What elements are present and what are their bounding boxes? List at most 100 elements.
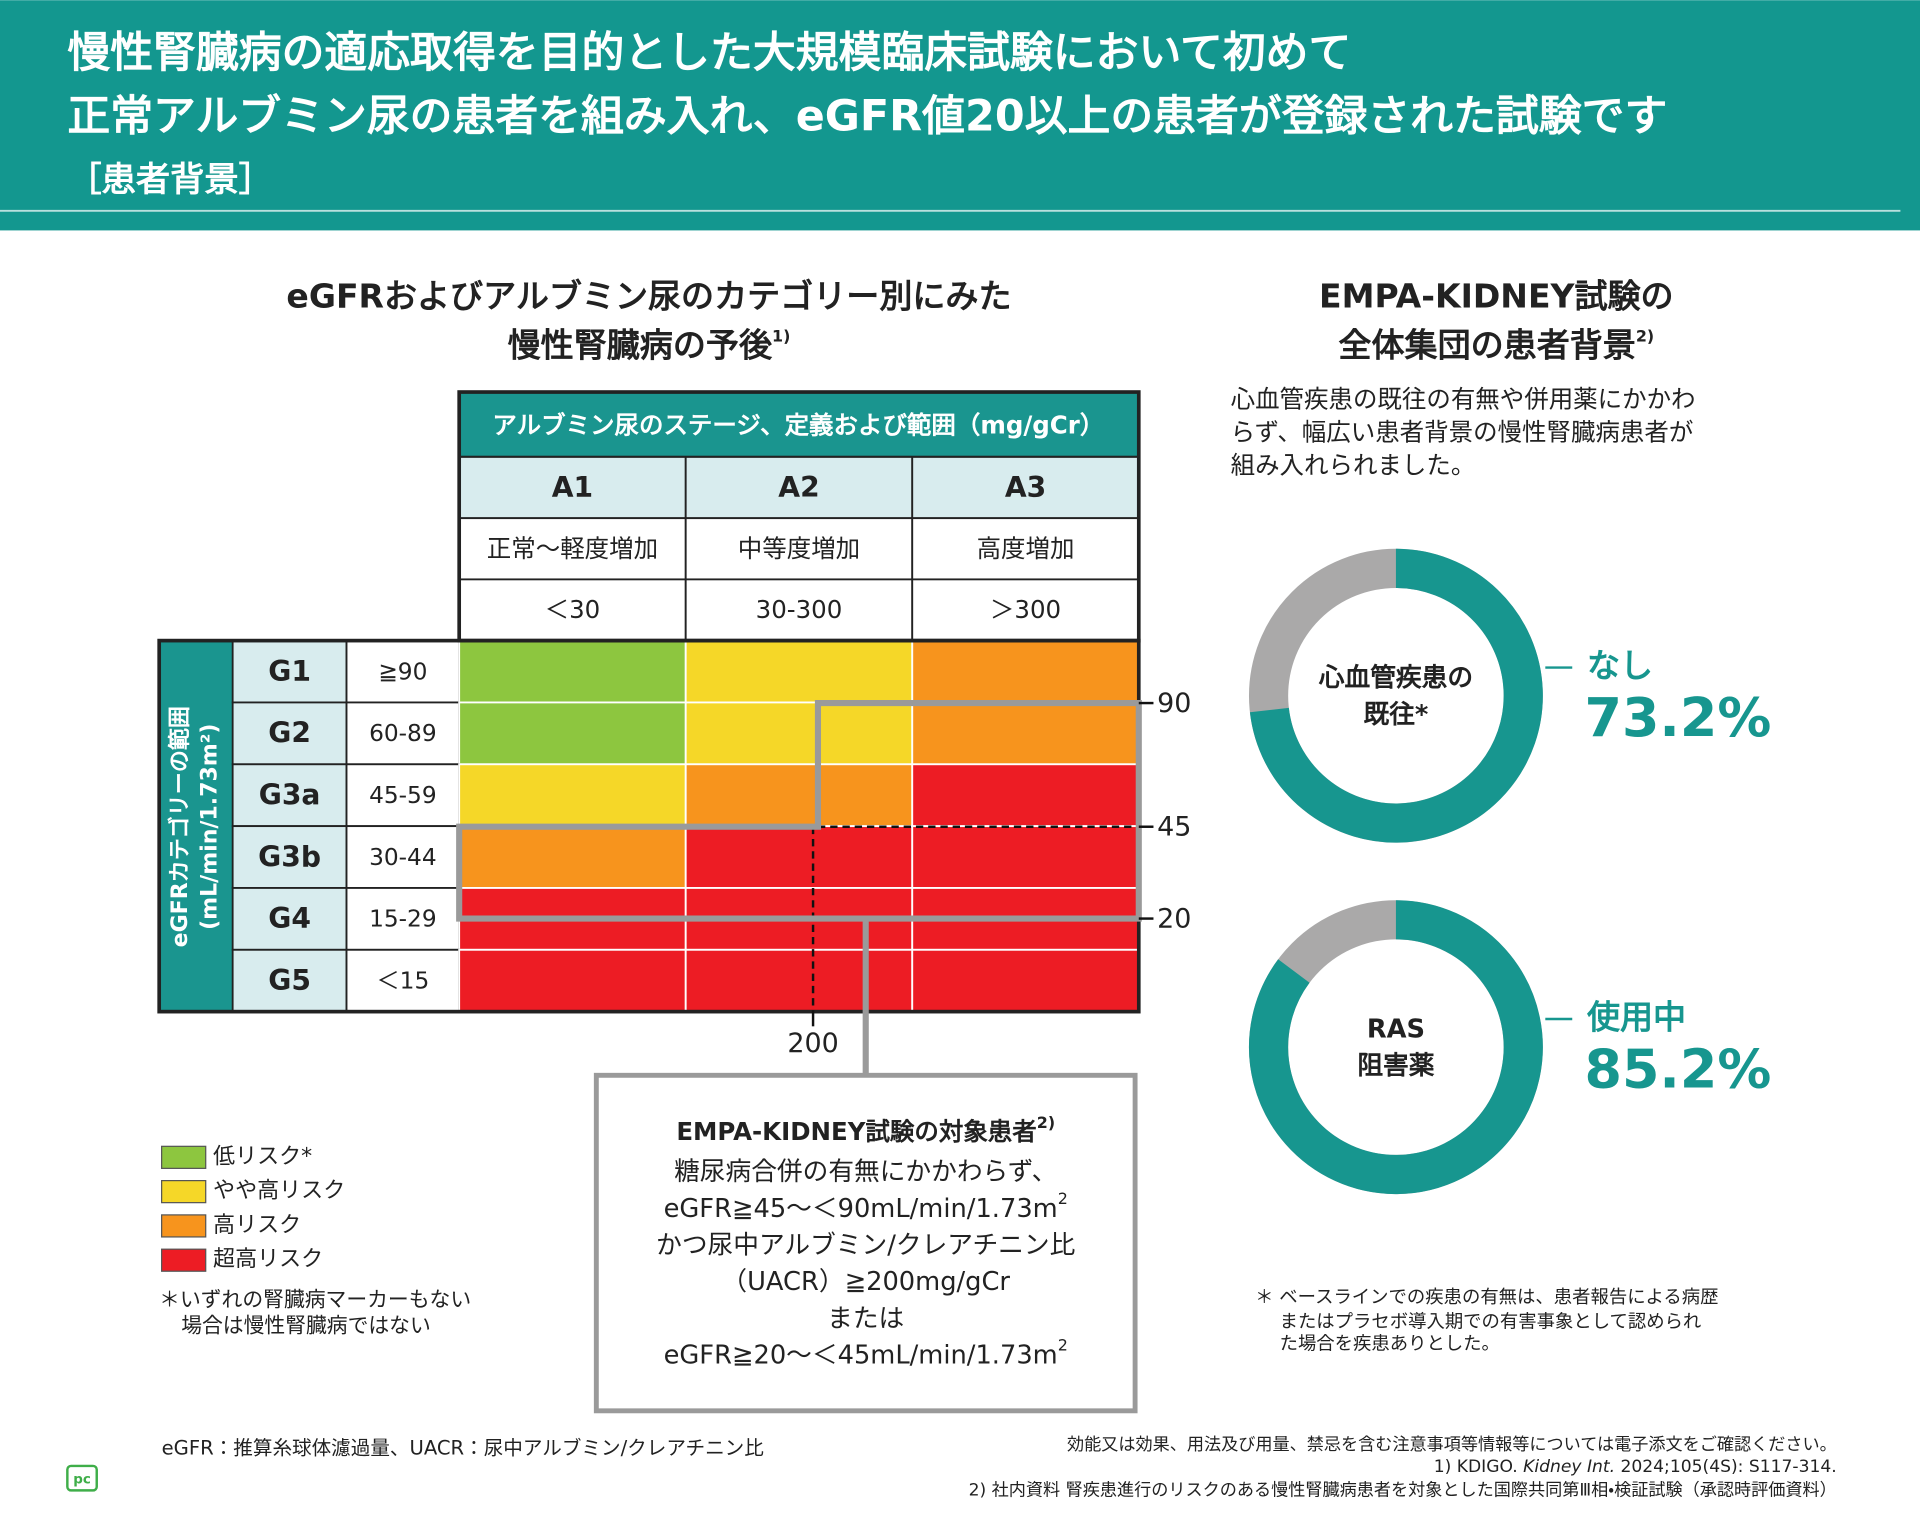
definition-label: 正常～軽度増加	[487, 534, 658, 563]
category-range-cell	[345, 887, 461, 951]
threshold-label: 90	[1157, 688, 1191, 719]
text-part: eGFR≧20～＜45mL/min/1.73m	[664, 1340, 1058, 1370]
risk-cell	[911, 639, 1140, 704]
risk-cell	[684, 639, 914, 704]
superscript: 2	[1058, 1189, 1068, 1208]
section-title: eGFRおよびアルブミン尿のカテゴリー別にみた	[286, 276, 1011, 315]
category-cell	[231, 825, 348, 889]
donut-segment	[1249, 548, 1543, 843]
text-part: かつ尿中アルブミン/クレアチニン比	[656, 1230, 1075, 1260]
donut-value: 73.2%	[1584, 686, 1771, 749]
category-range-cell	[345, 701, 461, 766]
donut-status: 使用中	[1587, 997, 1686, 1036]
target-title: EMPA-KIDNEY試験の対象患者2)	[676, 1113, 1055, 1146]
category-cell	[231, 701, 348, 766]
header-subtitle: ［患者背景］	[67, 160, 273, 200]
category-range-label: 45-59	[369, 782, 437, 809]
category-label: G3b	[258, 840, 321, 873]
section-title: 慢性腎臓病の予後1)	[508, 325, 791, 364]
risk-cell	[458, 763, 687, 828]
legend-swatch	[161, 1214, 207, 1238]
legend-swatch	[161, 1145, 207, 1169]
footnote: ＊ ベースラインでの疾患の有無は、患者報告による病歴	[1255, 1287, 1718, 1308]
risk-cell	[458, 948, 687, 1013]
text-part: Kidney Int.	[1523, 1457, 1615, 1477]
stage-label: A1	[552, 471, 593, 504]
legend-swatch	[161, 1180, 207, 1204]
donut-value: 85.2%	[1584, 1037, 1771, 1100]
legend-label: 高リスク	[213, 1213, 301, 1238]
category-cell	[231, 887, 348, 951]
logo: pc	[73, 1472, 91, 1487]
footnote: またはプラセボ導入期での有害事象として認められ	[1280, 1312, 1702, 1333]
description: 組み入れられました。	[1231, 451, 1476, 480]
risk-cell	[911, 763, 1140, 828]
category-range-label: 30-44	[369, 844, 437, 871]
table-header: アルブミン尿のステージ、定義および範囲（mg/gCr）	[492, 410, 1104, 439]
risk-cell	[684, 948, 914, 1013]
legend-label: 低リスク*	[213, 1144, 312, 1169]
egfr-header-cell	[159, 640, 233, 1012]
legend-swatch	[161, 1248, 207, 1272]
risk-cell	[911, 948, 1140, 1013]
range-label: 30-300	[756, 595, 843, 624]
threshold-label: 20	[1157, 903, 1191, 934]
text-part: 糖尿病合併の有無にかかわらず、	[674, 1157, 1057, 1187]
risk-cell	[684, 763, 914, 828]
definition-label: 中等度増加	[738, 534, 860, 563]
definition-cell	[684, 517, 914, 581]
risk-cell	[684, 701, 914, 766]
definition-cell	[911, 517, 1140, 581]
abbreviations: eGFR：推算糸球体濾過量、UACR：尿中アルブミン/クレアチニン比	[162, 1436, 764, 1459]
reference: 1) KDIGO. Kidney Int. 2024;105(4S): S117…	[1434, 1457, 1837, 1477]
donut-status: なし	[1587, 646, 1653, 685]
text-part: 2024;105(4S): S117-314.	[1615, 1457, 1837, 1477]
description: 心血管疾患の既往の有無や併用薬にかかわ	[1231, 385, 1696, 414]
target-line: または	[827, 1303, 904, 1333]
target-line: eGFR≧20～＜45mL/min/1.73m2	[664, 1336, 1068, 1371]
section-title: EMPA-KIDNEY試験の	[1319, 276, 1674, 315]
category-range-label: 60-89	[369, 720, 437, 747]
text-part: 全体集団の患者背景	[1338, 325, 1635, 364]
range-label: ＜30	[545, 595, 601, 624]
stage-label: A2	[778, 471, 819, 504]
legend-label: 超高リスク	[213, 1247, 323, 1272]
reference-mark: 2)	[1037, 1113, 1055, 1132]
risk-cell	[458, 701, 687, 766]
risk-cell	[684, 825, 914, 889]
range-label: ＞300	[990, 595, 1061, 624]
category-label: G5	[268, 964, 311, 997]
category-cell	[231, 763, 348, 828]
egfr-header-text: eGFRカテゴリーの範囲	[167, 706, 193, 947]
category-range-cell	[345, 763, 461, 828]
table-border	[457, 390, 1141, 643]
stage-label: A3	[1005, 471, 1046, 504]
footnote: た場合を疾患ありとした。	[1280, 1334, 1500, 1355]
reference: 2) 社内資料 腎疾患進行のリスクのある慢性腎臓病患者を対象とした国際共同第Ⅲ相…	[969, 1479, 1837, 1500]
category-range-label: 15-29	[369, 906, 437, 933]
definition-cell	[458, 517, 687, 581]
range-cell	[911, 578, 1140, 642]
text-part: （UACR）≧200mg/gCr	[721, 1267, 1010, 1297]
legend-label: やや高リスク	[213, 1179, 345, 1204]
legend-note: ＊いずれの腎臓病マーカーもない	[159, 1288, 471, 1312]
donut-segment	[1249, 900, 1543, 1195]
text-part: 1) KDIGO.	[1434, 1457, 1523, 1477]
table-header-cell	[457, 390, 1140, 459]
text-part: 慢性腎臓病の予後	[508, 325, 773, 364]
donut-label: 既往*	[1363, 700, 1428, 730]
header-title: 正常アルブミン尿の患者を組み入れ、eGFR値20以上の患者が登録された試験です	[67, 91, 1667, 141]
category-label: G4	[268, 902, 311, 935]
target-line: 糖尿病合併の有無にかかわらず、	[674, 1157, 1057, 1187]
header-title: 慢性腎臓病の適応取得を目的とした大規模臨床試験において初めて	[67, 28, 1351, 78]
text-part: eGFR≧45～＜90mL/min/1.73m	[664, 1193, 1058, 1223]
text-part: または	[827, 1303, 904, 1333]
section-title: 全体集団の患者背景2)	[1338, 325, 1654, 364]
header-band	[0, 0, 1920, 231]
target-line: かつ尿中アルブミン/クレアチニン比	[656, 1230, 1075, 1260]
category-range-label: ≧90	[378, 658, 427, 685]
egfr-header: eGFRカテゴリーの範囲 (mL/min/1.73m²)	[167, 706, 222, 947]
threshold-label: 200	[787, 1028, 838, 1059]
